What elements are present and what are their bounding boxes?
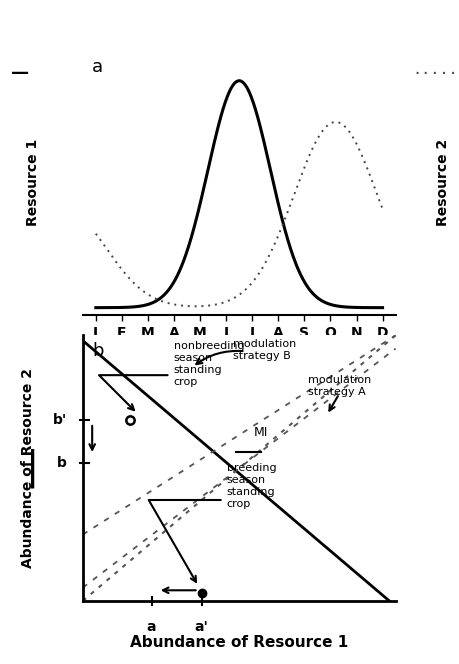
Text: Resource 1: Resource 1 <box>26 139 39 226</box>
Text: b': b' <box>53 413 67 428</box>
Text: Resource 2: Resource 2 <box>435 139 448 226</box>
Text: MI: MI <box>253 426 267 439</box>
Text: b: b <box>57 456 67 470</box>
Text: modulation
strategy B: modulation strategy B <box>232 339 296 361</box>
Text: nonbreeding
season
standing
crop: nonbreeding season standing crop <box>173 341 244 386</box>
Text: modulation
strategy A: modulation strategy A <box>308 375 370 397</box>
Text: Abundance of Resource 2: Abundance of Resource 2 <box>21 368 35 568</box>
Text: a': a' <box>194 620 208 633</box>
Text: breeding
season
standing
crop: breeding season standing crop <box>226 463 276 509</box>
Text: a: a <box>92 58 103 76</box>
Text: a: a <box>146 620 156 633</box>
Text: ·····: ····· <box>411 66 457 80</box>
Text: —: — <box>11 64 29 82</box>
Text: b: b <box>92 342 103 360</box>
Text: |: | <box>21 448 44 488</box>
Text: Abundance of Resource 1: Abundance of Resource 1 <box>130 635 347 651</box>
